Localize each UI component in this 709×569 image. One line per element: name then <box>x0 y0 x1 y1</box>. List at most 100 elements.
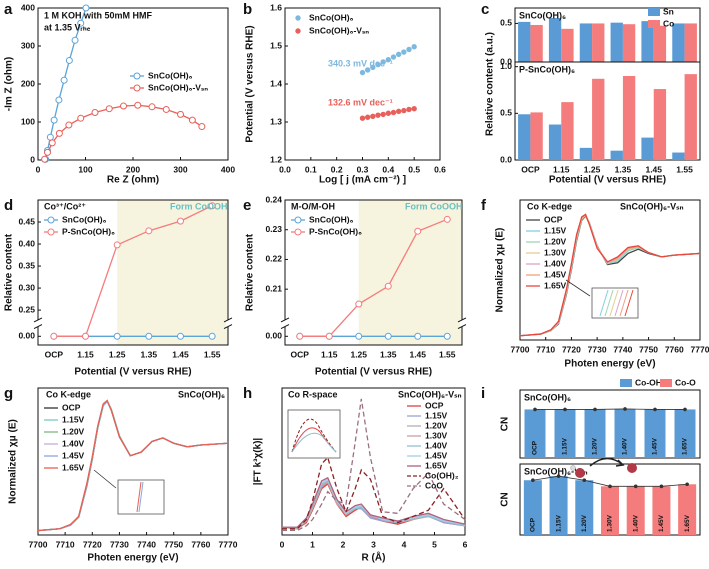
x-tick-label: 7770 <box>691 344 709 354</box>
connector-dot <box>608 484 612 489</box>
legend-label: 1.40V <box>62 438 85 448</box>
legend-marker <box>133 72 141 80</box>
inset-box <box>287 409 341 459</box>
data-point <box>145 332 153 340</box>
inset-line <box>291 432 337 453</box>
category-label: 1.45V <box>652 437 659 455</box>
x-tick-label: OCP <box>45 349 64 359</box>
annotation: SnCo(OH)₆-Vₛₙ <box>398 389 462 399</box>
bar <box>610 22 623 62</box>
data-point <box>359 115 366 121</box>
x-tick-label: 1.25 <box>584 164 601 174</box>
x-tick-label: 7710 <box>56 539 75 549</box>
x-tick-label: 0.3 <box>357 164 369 174</box>
shaded-region <box>117 200 228 345</box>
y-tick-label: 1.2 <box>270 154 282 164</box>
data-point <box>208 332 216 340</box>
data-point <box>401 49 407 55</box>
data-point <box>401 107 407 114</box>
x-axis-label: Potential (V versus RHE) <box>74 367 191 378</box>
data-point <box>359 69 366 76</box>
axis-break-gap <box>283 319 287 327</box>
legend-label: SnCo(OH)₆ <box>309 12 354 22</box>
category-label: 1.65V <box>682 437 689 455</box>
bar <box>653 25 667 62</box>
y-tick-label: 0 <box>30 154 35 164</box>
y-axis-label: CN <box>500 492 511 506</box>
x-tick-label: 200 <box>126 164 140 174</box>
data-point <box>325 332 333 340</box>
x-tick-label: 1 <box>310 539 315 549</box>
x-axis-label: R (Å) <box>362 551 386 564</box>
panel-label: i <box>481 385 485 402</box>
panel-label: c <box>481 1 489 18</box>
data-point <box>375 112 381 118</box>
data-point <box>380 59 386 65</box>
connector-dot <box>653 407 657 412</box>
axis-break-mark <box>223 324 233 330</box>
inset-line <box>609 289 619 317</box>
data-point <box>177 332 184 340</box>
x-tick-label: 0.4 <box>382 164 394 174</box>
series-line <box>37 399 229 532</box>
y-tick-label: 0.35 <box>18 260 35 270</box>
x-tick-label: 1.55 <box>204 349 221 359</box>
legend-label: CoO <box>425 480 443 490</box>
legend-marker <box>47 216 55 224</box>
x-tick-label: 7710 <box>536 344 555 354</box>
bar <box>644 409 666 458</box>
legend-marker <box>295 15 301 21</box>
legend-label: 1.30V <box>425 430 448 440</box>
legend-label: OCP <box>425 400 444 410</box>
annotation: 132.6 mV dec⁻¹ <box>328 97 393 107</box>
bar <box>678 484 697 535</box>
panel-label: g <box>4 385 13 402</box>
bar <box>575 480 594 535</box>
x-tick-label: 1.45 <box>172 349 189 359</box>
y-tick-label: 0.5 <box>500 18 512 28</box>
category-label: 1.30V <box>607 514 614 532</box>
bar <box>523 480 542 535</box>
data-point <box>82 332 89 340</box>
y-tick-label: 1.6 <box>270 2 282 12</box>
panel-label: a <box>4 1 13 18</box>
y-axis-label: Relative content (a.u.) <box>485 32 496 136</box>
data-point <box>41 155 49 163</box>
category-label: 1.15V <box>562 437 569 455</box>
data-point <box>390 109 397 116</box>
arrow <box>565 279 591 297</box>
data-point <box>55 96 63 104</box>
legend-label: SnCo(OH)₆ <box>62 214 107 224</box>
x-tick-label: 1.25 <box>350 349 367 359</box>
axis-break-gap <box>460 319 464 327</box>
data-point <box>411 106 417 112</box>
data-point <box>177 110 184 118</box>
category-label: 1.65V <box>684 514 691 532</box>
bar <box>610 150 623 160</box>
data-point <box>113 241 121 249</box>
legend-label: OCP <box>544 214 563 224</box>
x-tick-label: 1.45 <box>645 164 662 174</box>
annotation: SnCo(OH)₆-Vₛₙ <box>620 201 684 211</box>
x-tick-label: 3 <box>371 539 376 549</box>
connector-dot <box>659 484 664 489</box>
legend-swatch <box>648 20 660 28</box>
x-tick-label: 0.5 <box>408 164 420 174</box>
x-tick-label: 7730 <box>110 539 129 549</box>
data-point <box>65 121 73 129</box>
x-tick-label: 7750 <box>164 539 183 549</box>
x-tick-label: 7700 <box>511 344 530 354</box>
x-tick-label: 7720 <box>562 344 581 354</box>
y-tick-label: 0.30 <box>18 282 35 292</box>
x-tick-label: 1.15 <box>553 164 570 174</box>
x-tick-label: 7760 <box>665 344 684 354</box>
connector-dot <box>623 407 627 411</box>
bar <box>579 147 593 160</box>
data-point <box>395 108 402 115</box>
data-point <box>91 109 99 116</box>
legend-label: 1.15V <box>544 225 567 235</box>
y-tick-label: 0.45 <box>18 216 35 226</box>
y-axis-label: CN <box>500 417 511 431</box>
bar <box>579 23 593 62</box>
data-point <box>77 19 85 27</box>
